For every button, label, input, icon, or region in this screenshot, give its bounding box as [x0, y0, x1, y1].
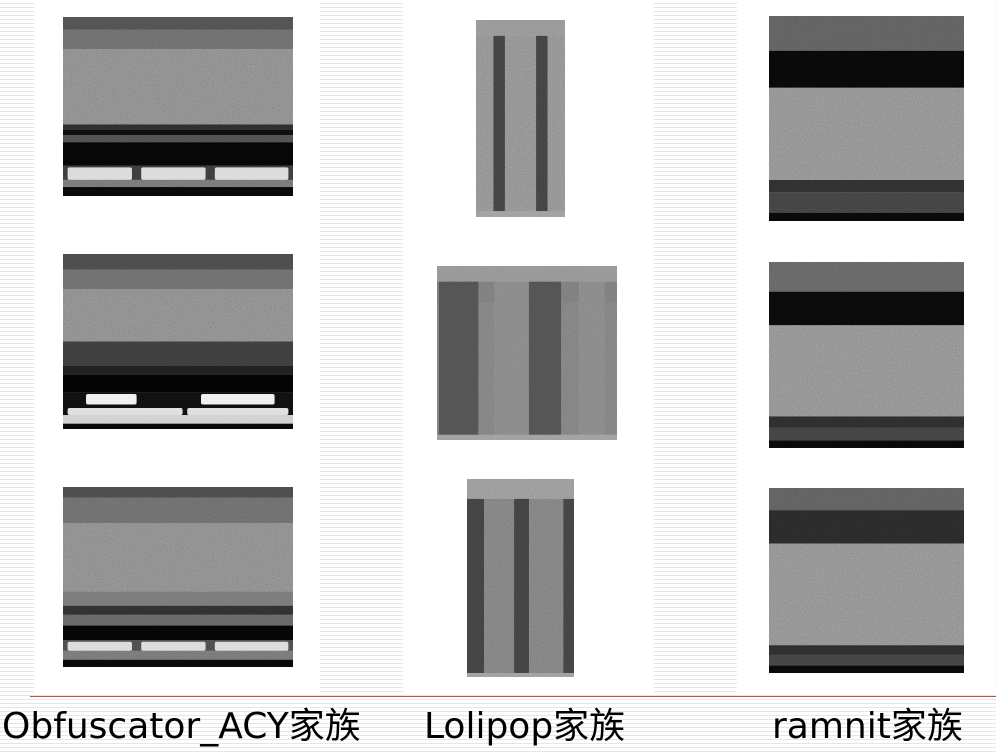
texture-block	[201, 394, 275, 405]
texture-noise	[563, 499, 574, 673]
texture-noise	[63, 498, 293, 523]
texture-noise	[579, 282, 604, 435]
obfuscator-acy-sample-image-2	[63, 254, 293, 429]
texture-noise	[769, 292, 964, 325]
texture-noise	[529, 282, 561, 435]
caption-obfuscator-acy-family: Obfuscator_ACY家族	[2, 703, 361, 751]
texture-noise	[63, 289, 293, 342]
texture-band	[769, 213, 964, 221]
texture-noise	[63, 606, 293, 615]
texture-noise	[63, 342, 293, 367]
texture-noise	[63, 180, 293, 187]
texture-noise	[467, 479, 574, 499]
texture-noise	[769, 510, 964, 543]
texture-noise	[769, 180, 964, 192]
obfuscator-acy-sample-image-1	[63, 17, 293, 196]
texture-noise	[514, 499, 529, 673]
texture-noise	[769, 262, 964, 292]
texture-band	[63, 187, 293, 196]
texture-noise	[769, 16, 964, 51]
texture-band	[63, 626, 293, 640]
texture-block	[68, 408, 183, 415]
ramnit-sample-image-3	[769, 488, 964, 673]
texture-noise	[769, 655, 964, 666]
texture-band	[769, 441, 964, 448]
caption-ramnit-family: ramnit家族	[772, 703, 963, 751]
texture-block	[68, 642, 132, 651]
lolipop-sample-image-2	[437, 266, 617, 440]
texture-noise	[769, 192, 964, 213]
texture-noise	[467, 499, 484, 673]
obfuscator-acy-sample-image-3	[63, 487, 293, 667]
texture-noise	[476, 36, 565, 211]
texture-noise	[437, 435, 617, 440]
texture-noise	[63, 415, 293, 424]
ramnit-sample-image-1	[769, 16, 964, 221]
texture-noise	[467, 673, 574, 677]
texture-noise	[63, 651, 293, 660]
texture-noise	[63, 615, 293, 626]
texture-noise	[495, 282, 531, 435]
texture-band	[63, 424, 293, 429]
texture-noise	[63, 135, 293, 142]
texture-band	[769, 666, 964, 673]
texture-block	[187, 408, 288, 415]
lolipop-sample-image-3	[467, 479, 574, 677]
texture-noise	[536, 36, 548, 211]
texture-noise	[769, 488, 964, 510]
texture-noise	[769, 325, 964, 416]
texture-block	[141, 167, 205, 180]
texture-noise	[769, 544, 964, 646]
texture-noise	[476, 20, 565, 36]
texture-noise	[769, 428, 964, 441]
texture-noise	[439, 282, 479, 435]
texture-band	[63, 660, 293, 667]
texture-noise	[63, 366, 293, 375]
texture-noise	[769, 416, 964, 427]
texture-block	[215, 167, 289, 180]
texture-block	[68, 167, 132, 180]
texture-band	[63, 375, 293, 393]
texture-noise	[769, 88, 964, 180]
texture-noise	[769, 645, 964, 654]
texture-block	[86, 394, 137, 405]
texture-noise	[63, 49, 293, 124]
texture-noise	[63, 124, 293, 129]
texture-noise	[493, 36, 505, 211]
texture-noise	[63, 270, 293, 289]
lolipop-sample-image-1	[476, 20, 565, 217]
caption-divider-line	[30, 696, 996, 697]
texture-block	[141, 642, 205, 651]
texture-noise	[476, 211, 565, 217]
texture-noise	[63, 254, 293, 270]
texture-band	[63, 130, 293, 135]
texture-noise	[63, 487, 293, 498]
texture-noise	[63, 523, 293, 591]
caption-lolipop-family: Lolipop家族	[424, 703, 625, 751]
texture-noise	[63, 30, 293, 50]
texture-band	[63, 142, 293, 165]
ramnit-sample-image-2	[769, 262, 964, 448]
texture-band	[769, 51, 964, 88]
texture-block	[215, 642, 289, 651]
texture-noise	[437, 266, 617, 282]
texture-noise	[63, 591, 293, 605]
texture-noise	[63, 17, 293, 30]
